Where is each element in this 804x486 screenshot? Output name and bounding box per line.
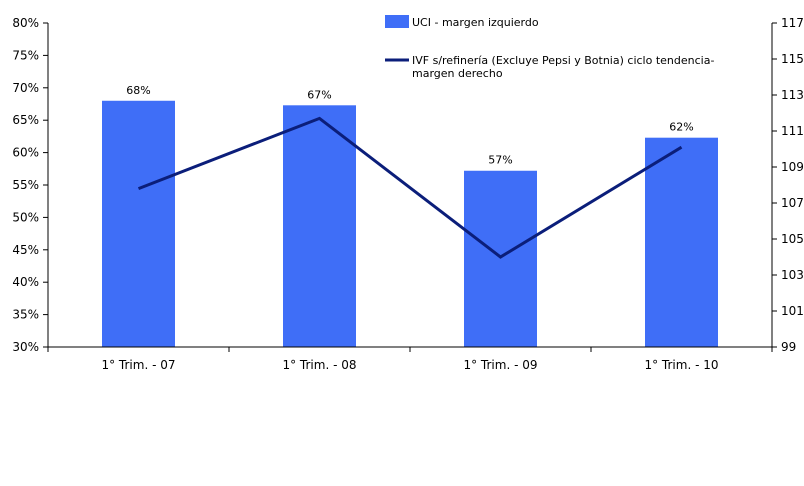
bar xyxy=(464,170,537,347)
left-tick-label: 55% xyxy=(12,178,39,192)
bar-data-label: 57% xyxy=(488,154,512,167)
right-tick-label: 113 xyxy=(781,88,804,102)
legend-line-label: IVF s/refinería (Excluye Pepsi y Botnia)… xyxy=(412,54,714,67)
left-tick-label: 45% xyxy=(12,243,39,257)
left-tick-label: 80% xyxy=(12,16,39,30)
right-tick-label: 111 xyxy=(781,124,804,138)
left-tick-label: 65% xyxy=(12,113,39,127)
legend-bar-label: UCI - margen izquierdo xyxy=(412,16,539,29)
bar-data-label: 67% xyxy=(307,88,331,101)
right-tick-label: 105 xyxy=(781,232,804,246)
right-tick-label: 99 xyxy=(781,340,796,354)
left-tick-label: 50% xyxy=(12,210,39,224)
x-axis: 1° Trim. - 07 1° Trim. - 08 1° Trim. - 09 1… xyxy=(47,346,773,372)
bar xyxy=(283,105,356,348)
right-axis: 99 101 103 105 107 109 111 113 115 117 xyxy=(771,16,804,354)
x-tick-label: 1° Trim. - 07 xyxy=(101,358,175,372)
series-line xyxy=(137,116,683,259)
left-tick-label: 30% xyxy=(12,340,39,354)
bar-labels: 68% 67% 57% 62% xyxy=(126,84,693,167)
right-tick-label: 107 xyxy=(781,196,804,210)
legend-bar-swatch xyxy=(385,15,409,28)
left-tick-label: 60% xyxy=(12,146,39,160)
legend-line-label-2: margen derecho xyxy=(412,67,503,80)
bar xyxy=(645,137,718,347)
bar-data-label: 68% xyxy=(126,84,150,97)
right-tick-label: 109 xyxy=(781,160,804,174)
line-series xyxy=(137,116,683,259)
x-tick-label: 1° Trim. - 09 xyxy=(463,358,537,372)
left-tick-label: 35% xyxy=(12,308,39,322)
left-tick-label: 40% xyxy=(12,275,39,289)
bars xyxy=(102,100,718,348)
right-tick-label: 101 xyxy=(781,304,804,318)
left-tick-label: 75% xyxy=(12,48,39,62)
x-tick-label: 1° Trim. - 08 xyxy=(282,358,356,372)
legend: UCI - margen izquierdo IVF s/refinería (… xyxy=(385,15,714,80)
right-tick-label: 115 xyxy=(781,52,804,66)
left-tick-label: 70% xyxy=(12,81,39,95)
right-tick-label: 103 xyxy=(781,268,804,282)
x-tick-label: 1° Trim. - 10 xyxy=(644,358,718,372)
bar-data-label: 62% xyxy=(669,121,693,134)
left-axis: 30% 35% 40% 45% 50% 55% 60% 65% 70% 75% 80% xyxy=(12,16,49,354)
right-tick-label: 117 xyxy=(781,16,804,30)
bar xyxy=(102,100,175,347)
